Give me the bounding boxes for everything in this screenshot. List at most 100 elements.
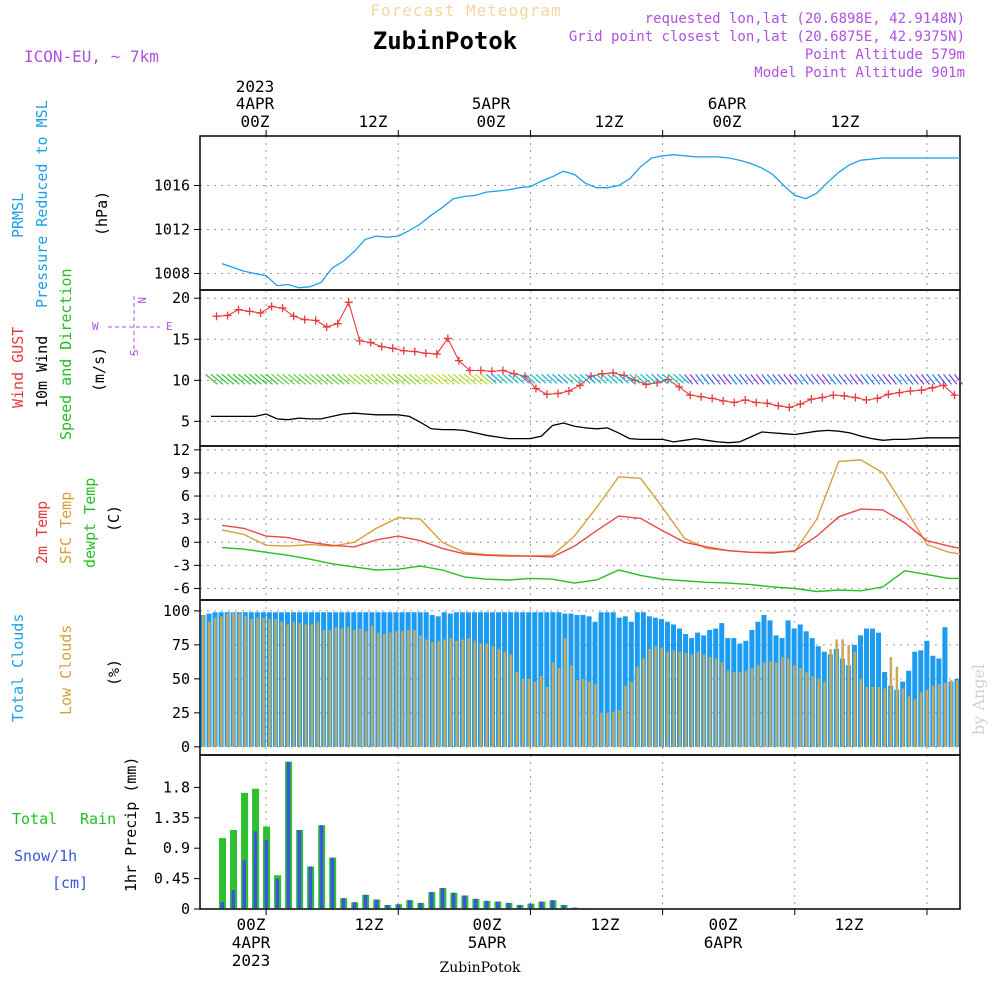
wind-direction-arrow [684,373,694,385]
precip-unit: 1hr Precip (mm) [122,757,140,892]
wind-gust-marker [322,322,331,331]
top-hour-3: 00Z [477,112,506,131]
wind-direction-arrow [926,373,936,385]
snow-bar [374,899,379,909]
wind-gust-marker [564,386,573,395]
model-altitude: Model Point Altitude 901m [754,65,965,81]
low-cloud-bar [762,662,766,747]
wind-gust-marker [730,398,739,407]
wind-direction-arrow [568,373,580,384]
low-cloud-bar [847,644,850,747]
snow-bar [572,907,577,909]
wind-direction-arrow [821,373,831,385]
low-cloud-bar [569,665,573,747]
snow-bar [407,900,412,909]
low-cloud-bar [310,624,314,747]
low-cloud-bar [280,621,283,747]
low-cloud-bar [811,676,814,747]
compass-e: E [166,320,173,333]
wind-direction-arrow [381,373,395,385]
total-cloud-bar [532,612,538,747]
temp-label-2m: 2m Temp [33,501,51,564]
wind-direction-arrow [755,373,765,385]
wind-gust-marker [598,369,607,378]
bottom-hour-3: 00Z [473,915,502,934]
clouds-tick-label: 0 [181,738,190,756]
wind-direction-arrow [909,373,919,385]
temp-2m-line [221,508,961,558]
low-cloud-bar [696,651,700,747]
wind-direction-arrow [563,373,574,384]
wind-direction-arrow [590,373,602,384]
low-cloud-bar [895,666,899,747]
snow-bar [440,888,445,909]
low-cloud-bar [274,619,277,747]
rain-bar [241,792,249,909]
requested-coords: requested lon,lat (20.6898E, 42.9148N) [645,11,965,27]
low-cloud-bar [612,711,615,747]
clouds-tick-label: 25 [172,704,190,722]
low-cloud-bar [437,640,440,747]
panel-precip: 0 0.45 0.9 1.35 1.8 [154,754,961,918]
snow-bar [396,904,401,909]
wind-direction-arrow [915,373,925,385]
wind-gust-marker [631,376,640,385]
snow-bar [385,904,390,909]
wind-gust-marker [487,367,496,376]
snow-bar [429,892,434,909]
point-altitude: Point Altitude 579m [805,47,965,63]
wind-direction-arrow [304,373,318,385]
wind-frame [199,289,961,447]
low-cloud-bar [684,653,688,747]
wind-direction-arrow [794,373,804,385]
wind-direction-arrow [298,373,312,385]
wind-direction-arrow [519,373,530,384]
low-cloud-bar [298,623,302,747]
total-cloud-bar [604,612,610,747]
wind-direction-arrow [695,373,705,385]
wind-direction-arrow [893,373,903,385]
cloud-label-low: Low Clouds [57,625,75,715]
temp-label-sfc: SFC Temp [57,492,75,564]
wind-gust-marker [895,388,904,397]
snow-bar [231,890,236,909]
compass-w: W [92,320,99,333]
low-cloud-bar [503,651,507,747]
wind-direction-arrow [243,373,257,385]
rain-bar [230,829,238,909]
wind-direction-arrow [640,373,651,384]
wind-direction-arrow [403,373,417,385]
wind-direction-arrow [585,373,596,384]
pressure-label-prmsl: PRMSL [9,193,27,238]
wind-gust-marker [851,393,860,402]
wind-direction-arrow [524,373,536,384]
wind-gust-marker [542,390,551,399]
wind-direction-arrow [282,373,295,385]
wind-gust-marker [410,347,419,356]
low-cloud-bar [618,710,621,747]
wind-direction-arrow [827,373,837,385]
snow-bar [242,860,247,909]
wind-direction-arrow [744,373,754,385]
low-cloud-bar [244,616,247,747]
low-cloud-bar [533,681,537,747]
low-cloud-bar [648,648,651,747]
low-cloud-bar [388,632,392,747]
forecast-title: Forecast Meteogram [370,1,561,20]
snow-bar [253,831,258,909]
low-cloud-bar [817,678,820,747]
snow-bar [484,900,489,909]
wind-direction-arrow [574,373,585,384]
top-hour-2: 12Z [359,112,388,131]
temp-label-dewpt: dewpt Temp [81,478,99,568]
wind-direction-arrow [480,373,494,385]
wind-gust-marker [553,389,562,398]
low-cloud-bar [551,662,555,747]
wind-direction-arrow [546,373,558,384]
pressure-tick-label: 1008 [154,265,190,283]
bottom-hour-6: 12Z [835,915,864,934]
low-cloud-bar [829,648,832,747]
wind-direction-arrow [232,373,246,385]
wind-direction-arrow [276,373,290,385]
low-cloud-bar [925,689,929,747]
